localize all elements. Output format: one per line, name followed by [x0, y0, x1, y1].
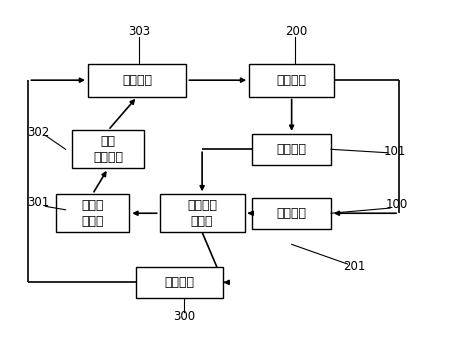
Text: 速度计算: 速度计算 [165, 276, 195, 289]
Bar [252, 198, 331, 229]
Text: 300: 300 [173, 311, 195, 323]
Bar [252, 134, 331, 165]
Bar [159, 194, 245, 232]
Text: 101: 101 [383, 145, 406, 158]
Text: 200: 200 [285, 25, 307, 38]
Bar [88, 64, 186, 96]
Text: 数字低
通滤波: 数字低 通滤波 [81, 199, 104, 228]
Text: 无刷电机: 无刷电机 [277, 74, 307, 87]
Bar [136, 267, 224, 298]
Text: 电磁
转矩计算: 电磁 转矩计算 [93, 135, 123, 164]
Text: 电流信号: 电流信号 [277, 143, 307, 156]
Text: 电压信号: 电压信号 [277, 207, 307, 220]
Text: 303: 303 [128, 25, 150, 38]
Text: 100: 100 [386, 198, 408, 211]
Text: 高散滑模
观测器: 高散滑模 观测器 [187, 199, 217, 228]
Bar [56, 194, 129, 232]
Text: 201: 201 [343, 260, 365, 273]
Text: 控制方案: 控制方案 [122, 74, 152, 87]
Bar [249, 64, 334, 96]
Text: 301: 301 [28, 196, 50, 209]
Bar [72, 130, 144, 168]
Text: 302: 302 [28, 126, 50, 138]
